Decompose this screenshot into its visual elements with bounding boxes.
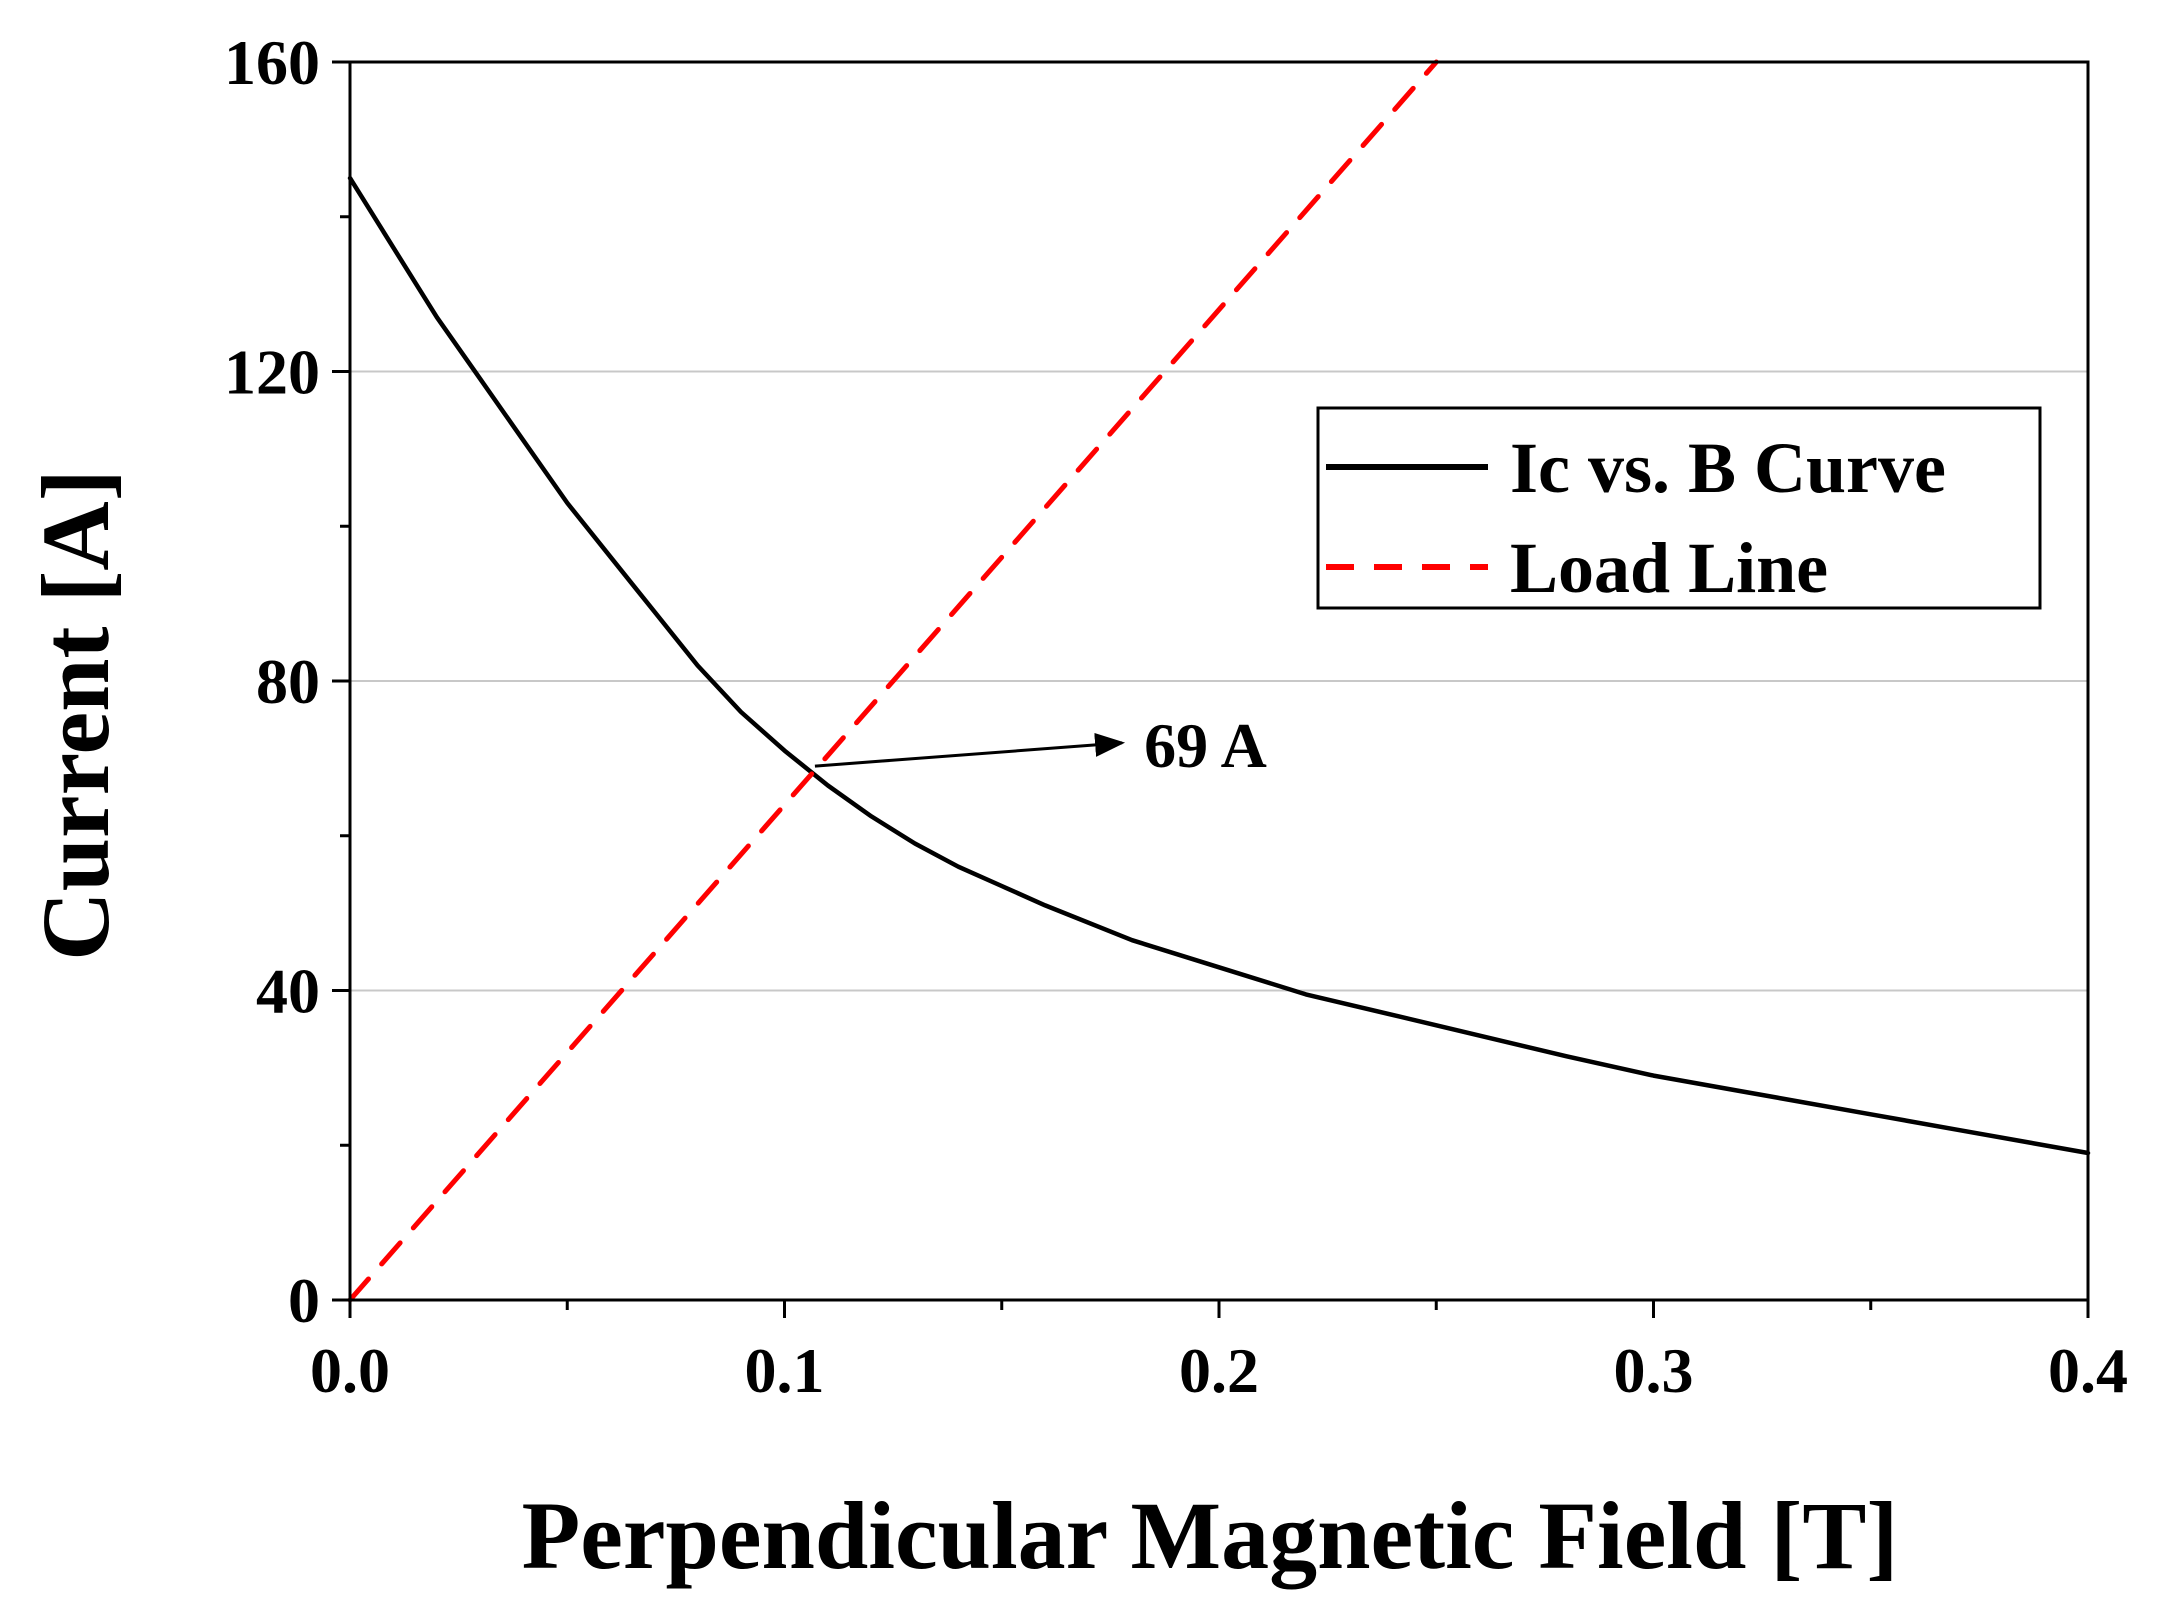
annotation-label: 69 A xyxy=(1144,710,1267,781)
x-tick-label-0.2: 0.2 xyxy=(1179,1335,1259,1406)
series-layer xyxy=(347,59,2091,1303)
y-tick-label-40: 40 xyxy=(256,956,320,1027)
legend-box xyxy=(1316,406,2042,610)
axis-ticks: 0.0 0.1 0.2 0.3 0.4 0 40 80 120 160 xyxy=(224,27,2128,1406)
annotation-layer: 69 A xyxy=(814,710,1267,781)
y-axis-title: Current [A] xyxy=(22,469,129,960)
series-line-ic-vs-b-curve xyxy=(347,175,2091,1156)
grid-lines xyxy=(350,370,2088,992)
y-tick-label-80: 80 xyxy=(256,646,320,717)
legend-label-load-line: Load Line xyxy=(1510,528,1828,608)
y-tick-label-120: 120 xyxy=(224,337,320,408)
y-tick-label-160: 160 xyxy=(224,27,320,98)
x-tick-label-0.0: 0.0 xyxy=(310,1335,390,1406)
x-axis-title: Perpendicular Magnetic Field [T] xyxy=(522,1482,1899,1589)
legend-label-ic-curve: Ic vs. B Curve xyxy=(1510,428,1946,508)
legend[interactable]: Ic vs. B Curve Load Line xyxy=(1316,406,2042,610)
series-line-load-line xyxy=(347,59,1439,1303)
x-tick-label-0.4: 0.4 xyxy=(2048,1335,2128,1406)
x-tick-label-0.1: 0.1 xyxy=(745,1335,825,1406)
x-tick-label-0.3: 0.3 xyxy=(1614,1335,1694,1406)
y-tick-label-0: 0 xyxy=(288,1265,320,1336)
annotation-arrow xyxy=(814,732,1126,768)
